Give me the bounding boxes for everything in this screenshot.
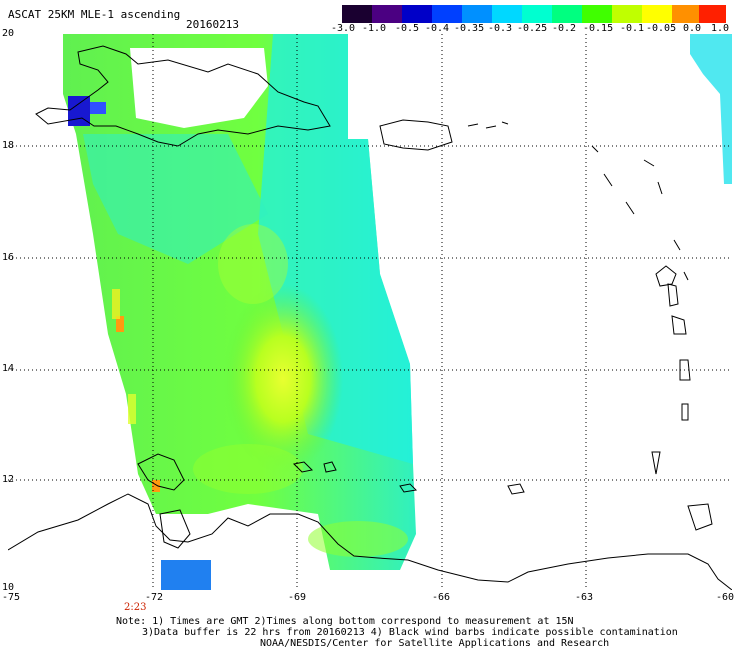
colorbar-seg-6 [522, 5, 552, 23]
product-title: ASCAT 25KM MLE-1 ascending [8, 8, 181, 21]
colorbar-label-7: -0.2 [552, 23, 577, 34]
colorbar-seg-11 [672, 5, 699, 23]
colorbar-label-3: -0.4 [425, 23, 450, 34]
colorbar-seg-5 [492, 5, 522, 23]
colorbar-seg-4 [462, 5, 492, 23]
product-date: 20160213 [186, 18, 239, 31]
lat-label-14: 14 [2, 363, 15, 374]
coastline-virgin-islands [467, 121, 509, 129]
lat-label-12: 12 [2, 474, 15, 485]
lon-label-60: -60 [716, 592, 735, 603]
colorbar-seg-10 [642, 5, 672, 23]
colorbar-seg-9 [612, 5, 642, 23]
pass-time-label: 2:23 [124, 602, 147, 613]
map-frame [8, 34, 732, 590]
note-line-3: NOAA/NESDIS/Center for Satellite Applica… [260, 638, 610, 649]
coastline-guajira [137, 453, 185, 491]
lon-label-69: -69 [288, 592, 307, 603]
colorbar-label-4: -0.35 [454, 23, 485, 34]
coastline-guadeloupe [655, 265, 677, 287]
coastline-st-lucia [679, 359, 691, 381]
lon-label-66: -66 [432, 592, 451, 603]
coastline-trinidad [687, 503, 713, 531]
note-line-2: 3)Data buffer is 22 hrs from 20160213 4)… [142, 627, 678, 638]
colorbar-seg-2 [402, 5, 432, 23]
colorbar-seg-1 [372, 5, 402, 23]
colorbar-label-8: -0.15 [583, 23, 614, 34]
colorbar-seg-7 [552, 5, 582, 23]
lat-label-18: 18 [2, 140, 15, 151]
lon-label-72: -72 [145, 592, 164, 603]
lon-label-63: -63 [575, 592, 594, 603]
colorbar-label-2: -0.5 [395, 23, 420, 34]
colorbar [342, 5, 726, 23]
lat-label-20: 20 [2, 28, 15, 39]
coastline-lake-maracaibo [159, 509, 191, 549]
colorbar-label-10: -0.05 [646, 23, 677, 34]
colorbar-seg-3 [432, 5, 462, 23]
colorbar-label-12: 1.0 [711, 23, 730, 34]
colorbar-label-11: 0.0 [683, 23, 702, 34]
wind-data-swath [63, 34, 732, 590]
coastline-south-america [8, 493, 732, 590]
lat-label-10: 10 [2, 582, 15, 593]
coastline-hispaniola [35, 45, 331, 147]
colorbar-seg-8 [582, 5, 612, 23]
coastline-grenada [651, 451, 661, 475]
coastline-abc-islands [292, 461, 418, 493]
colorbar-label-6: -0.25 [517, 23, 548, 34]
coastline-dominica [667, 283, 679, 307]
coastlines [8, 45, 732, 590]
colorbar-seg-0 [342, 5, 372, 23]
colorbar-label-0: -3.0 [331, 23, 356, 34]
colorbar-label-1: -1.0 [362, 23, 387, 34]
coastline-st-vincent [681, 403, 689, 421]
lat-label-16: 16 [2, 252, 15, 263]
lat-lon-grid [8, 34, 732, 590]
coastline-small-islands [591, 145, 689, 281]
coastline-puerto-rico [379, 119, 453, 151]
colorbar-label-5: -0.3 [488, 23, 513, 34]
colorbar-seg-12 [699, 5, 726, 23]
lon-label-75: -75 [2, 592, 21, 603]
colorbar-label-9: -0.1 [620, 23, 645, 34]
coastline-margarita [507, 483, 525, 495]
note-line-1: Note: 1) Times are GMT 2)Times along bot… [116, 616, 574, 627]
coastline-martinique [671, 315, 687, 335]
